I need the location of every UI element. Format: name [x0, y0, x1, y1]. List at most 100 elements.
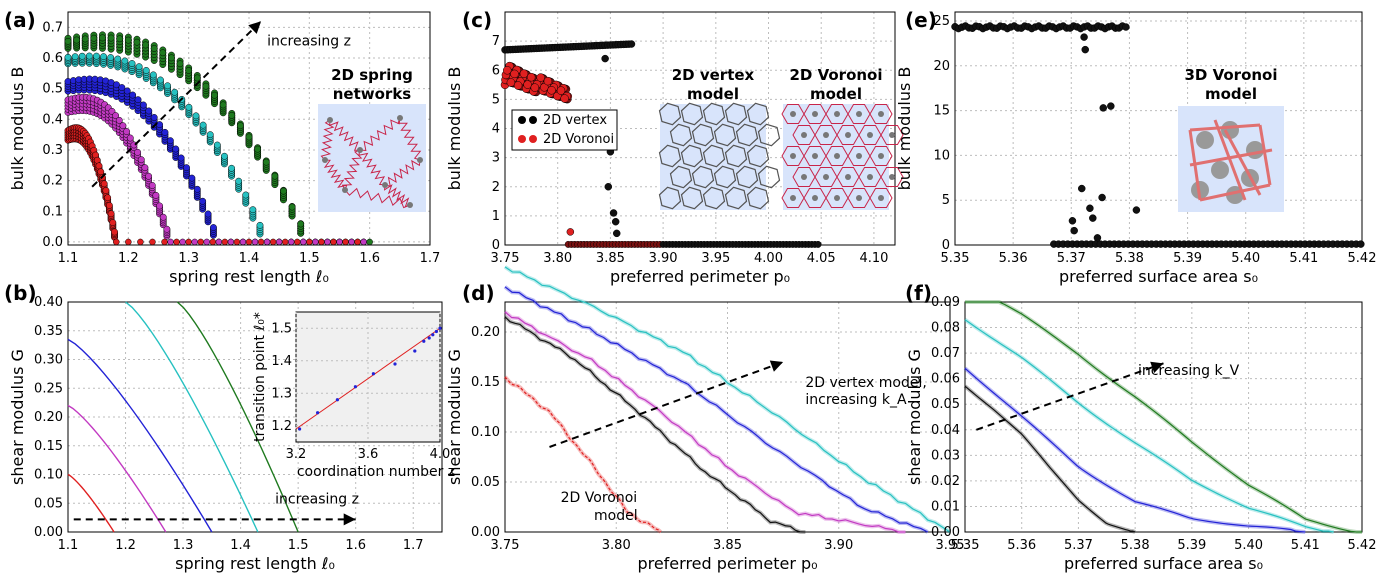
x-tick-label: 5.42: [1348, 538, 1377, 553]
data-point-magenta: [152, 191, 160, 199]
data-point-green: [297, 220, 305, 228]
arrow-head: [343, 513, 356, 526]
voronoi-center: [823, 174, 829, 180]
y-tick-label: 15: [933, 104, 950, 119]
data-point: [1078, 184, 1086, 193]
x-tick-label: 5.40: [1234, 538, 1263, 553]
vertex-cell: [713, 123, 737, 147]
annotation-voronoi-1: 2D Voronoi: [561, 490, 638, 506]
x-tick-label: 5.39: [1173, 251, 1202, 266]
inset-ylabel: transition point ℓ₀*: [252, 312, 268, 442]
inset-title-voronoi-1: 2D Voronoi: [789, 66, 882, 84]
voronoi-point: [523, 80, 532, 89]
data-point-green: [116, 35, 124, 43]
data-point-cyan: [64, 53, 72, 61]
data-point-blue: [113, 81, 120, 89]
voronoi-cell: [869, 187, 893, 209]
data-point-magenta: [145, 172, 153, 180]
y-tick-label: 0.08: [931, 321, 960, 336]
panel-a-xlabel: spring rest length ℓ₀: [169, 267, 329, 286]
panel-d-xlabel: preferred perimeter p₀: [637, 554, 817, 573]
data-point-red: [113, 238, 120, 246]
data-point-red: [185, 238, 192, 246]
voronoi-center: [889, 132, 895, 138]
data-point-cyan: [185, 103, 193, 111]
vertex-cell: [702, 144, 726, 168]
data-point-blue: [188, 174, 196, 182]
voronoi-center: [845, 132, 851, 138]
voronoi-point: [556, 86, 566, 95]
data-point-blue: [183, 164, 190, 172]
data-point-green: [81, 35, 89, 43]
y-tick-label: 0.00: [471, 525, 500, 540]
data-point-green: [73, 36, 81, 44]
x-tick-label: 5.36: [1007, 538, 1036, 553]
data-point-red: [100, 180, 108, 188]
panel-b-lines: [67, 301, 299, 533]
3d-sphere: [1211, 161, 1229, 179]
data-point-magenta: [179, 238, 186, 246]
data-point-red: [233, 238, 241, 246]
data-point-cyan: [135, 63, 143, 71]
increasing-kA-arrow: [549, 360, 784, 448]
x-tick-label: 5.37: [1064, 538, 1093, 553]
panel-f-xlabel: preferred surface area s₀: [1064, 554, 1263, 573]
inset-data-point: [422, 339, 426, 343]
y-tick-label: 0.09: [931, 295, 960, 310]
data-point: [1080, 33, 1088, 41]
data-point-green: [288, 203, 296, 211]
y-tick-label: 0.4: [42, 112, 63, 127]
inset-cells: [658, 102, 904, 210]
x-tick-label: 4.05: [807, 251, 836, 266]
x-tick-label: 1.1: [58, 538, 79, 553]
voronoi-point: [536, 73, 545, 82]
y-tick-label: 0.3: [42, 143, 63, 158]
inset-data-point: [353, 385, 357, 389]
data-point-green: [64, 37, 72, 45]
inset-fit-line: [295, 327, 441, 430]
spring-network-inset: [318, 104, 426, 212]
y-tick-label: 0.03: [931, 448, 960, 463]
data-point-red: [281, 238, 289, 246]
panel-e-xlabel: preferred surface area s₀: [1059, 267, 1258, 286]
y-tick-label: 0.05: [34, 496, 63, 511]
spring-node: [357, 147, 363, 153]
y-tick-label: 0: [942, 238, 950, 253]
voronoi-cell: [803, 145, 827, 167]
annotation-voronoi-2: model: [594, 508, 638, 524]
voronoi-center: [878, 111, 884, 117]
data-point-red: [137, 238, 144, 246]
voronoi-point: [519, 69, 529, 78]
inset-title-vertex-2: model: [687, 85, 739, 103]
voronoi-center: [878, 195, 884, 201]
inset-x-tick-label: 3.6: [358, 447, 379, 462]
data-point-magenta: [134, 148, 142, 156]
3d-edge: [1199, 183, 1271, 202]
voronoi-center: [812, 111, 818, 117]
inset-title-vertex-1: 2D vertex: [672, 66, 755, 84]
vertex-cell: [669, 123, 693, 147]
data-point-blue: [166, 137, 174, 145]
voronoi-cell: [880, 166, 904, 188]
inset-title-3d-1: 3D Voronoi: [1184, 66, 1277, 84]
data-point-blue: [156, 121, 164, 129]
spring-node: [407, 202, 413, 208]
panel-f-frame: [964, 301, 1363, 533]
x-tick-label: 3.95: [701, 251, 730, 266]
data-point-red: [161, 238, 168, 246]
voronoi-center: [790, 153, 796, 159]
spring: [341, 149, 363, 191]
data-point-green: [245, 133, 253, 141]
panel-f-ylabel-text: shear modulus G: [905, 349, 924, 485]
voronoi-point: [513, 81, 523, 90]
spring: [320, 119, 335, 161]
data-point-red: [97, 168, 105, 176]
vertex-cell: [724, 144, 748, 168]
panel-tag: (c): [462, 8, 492, 32]
data-point-red: [95, 162, 103, 170]
data-point-red: [107, 210, 115, 218]
spring: [323, 159, 348, 191]
panel-f-lines: [963, 300, 1362, 534]
y-tick-label: 0.15: [471, 375, 500, 390]
spring-node: [342, 187, 348, 193]
